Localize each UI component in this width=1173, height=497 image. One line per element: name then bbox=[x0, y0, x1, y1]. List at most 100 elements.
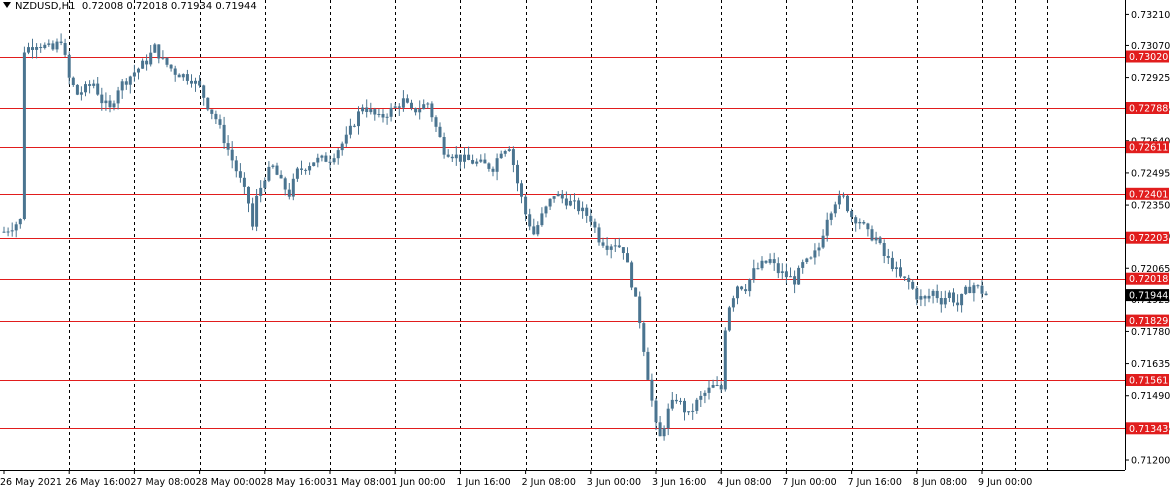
candle-body bbox=[679, 400, 682, 402]
candle-body bbox=[654, 400, 658, 423]
candle-body bbox=[801, 262, 805, 268]
candle-body bbox=[10, 230, 14, 232]
candle-body bbox=[520, 183, 523, 197]
candle-body bbox=[666, 408, 670, 429]
candle-body bbox=[63, 43, 67, 55]
level-price-label: 0.71829 bbox=[1129, 316, 1168, 327]
ohlc-values: 0.72008 0.72018 0.71934 0.71944 bbox=[81, 1, 257, 12]
candle-body bbox=[108, 100, 112, 108]
level-price-label-bg bbox=[1126, 102, 1169, 114]
candle-body bbox=[124, 81, 128, 85]
y-tick-label: 0.72350 bbox=[1131, 201, 1170, 212]
candle-body bbox=[764, 260, 768, 263]
x-tick-label: 2 Jun 08:00 bbox=[522, 477, 576, 488]
candle-body bbox=[14, 224, 18, 231]
candle-body bbox=[304, 169, 308, 171]
candle-body bbox=[100, 94, 104, 104]
candle-body bbox=[837, 195, 841, 205]
candle-body bbox=[894, 267, 898, 269]
candle-body bbox=[870, 229, 874, 241]
candle-body bbox=[234, 160, 238, 172]
candle-body bbox=[177, 74, 181, 78]
candle-body bbox=[585, 207, 589, 216]
candle-body bbox=[295, 168, 299, 179]
level-price-label: 0.72018 bbox=[1129, 274, 1168, 285]
x-tick-label: 27 May 08:00 bbox=[130, 477, 195, 488]
candle-body bbox=[55, 41, 59, 50]
candle-body bbox=[18, 219, 22, 225]
candle-body bbox=[748, 279, 752, 292]
candle-body bbox=[899, 267, 902, 277]
candle-body bbox=[397, 106, 401, 108]
candle-body bbox=[51, 43, 55, 50]
candle-body bbox=[499, 153, 503, 159]
candle-body bbox=[581, 207, 585, 212]
level-price-label-bg bbox=[1126, 187, 1169, 200]
candle-body bbox=[361, 107, 365, 112]
candle-body bbox=[328, 161, 332, 163]
x-tick-label: 7 Jun 16:00 bbox=[848, 477, 902, 488]
dropdown-triangle-icon[interactable] bbox=[3, 2, 11, 8]
candle-body bbox=[463, 154, 466, 162]
candle-body bbox=[931, 290, 935, 296]
candle-body bbox=[695, 399, 699, 411]
candle-body bbox=[740, 286, 744, 290]
candle-body bbox=[577, 200, 581, 212]
candle-body bbox=[194, 80, 197, 84]
candle-body bbox=[825, 219, 829, 236]
candle-body bbox=[854, 217, 858, 224]
candle-body bbox=[255, 195, 259, 227]
candle-body bbox=[507, 149, 511, 151]
candle-body bbox=[650, 379, 654, 401]
candle-body bbox=[218, 119, 222, 125]
candle-body bbox=[821, 235, 825, 248]
candle-body bbox=[858, 222, 862, 224]
candle-body bbox=[503, 151, 507, 154]
candle-body bbox=[381, 114, 385, 118]
candle-body bbox=[564, 198, 568, 206]
candle-body bbox=[976, 285, 980, 287]
y-tick-label: 0.71635 bbox=[1131, 359, 1170, 370]
candle-body bbox=[548, 198, 552, 207]
candle-body bbox=[752, 268, 756, 280]
candle-body bbox=[540, 213, 544, 226]
candle-body bbox=[190, 80, 193, 84]
level-price-label-bg bbox=[1126, 422, 1169, 435]
candle-body bbox=[267, 166, 271, 181]
y-tick-label: 0.72495 bbox=[1131, 168, 1170, 179]
candle-body bbox=[919, 296, 923, 300]
candle-body bbox=[809, 257, 813, 259]
candle-body bbox=[736, 286, 739, 299]
level-price-label: 0.72788 bbox=[1129, 104, 1168, 115]
candle-body bbox=[846, 195, 849, 212]
candle-body bbox=[589, 215, 593, 222]
candle-body bbox=[96, 83, 100, 95]
candle-body bbox=[968, 286, 972, 293]
candle-body bbox=[544, 206, 548, 214]
level-price-label-bg bbox=[1126, 50, 1169, 63]
candle-body bbox=[128, 76, 132, 85]
candle-body bbox=[907, 277, 911, 282]
candle-body bbox=[760, 260, 764, 269]
candle-body bbox=[169, 64, 173, 69]
y-tick-label: 0.72925 bbox=[1131, 73, 1170, 84]
candle-body bbox=[511, 149, 515, 165]
candle-body bbox=[291, 178, 295, 197]
candle-body bbox=[601, 242, 605, 246]
candle-body bbox=[263, 180, 267, 188]
level-price-label-bg bbox=[1126, 272, 1169, 285]
candle-body bbox=[442, 137, 446, 155]
candle-body bbox=[719, 385, 723, 390]
candle-body bbox=[173, 68, 177, 75]
candle-body bbox=[283, 178, 287, 190]
candle-body bbox=[454, 154, 458, 159]
candle-body bbox=[516, 164, 519, 184]
x-tick-label: 26 May 16:00 bbox=[65, 477, 130, 488]
level-price-label: 0.72401 bbox=[1129, 189, 1168, 200]
candle-body bbox=[691, 410, 695, 412]
candle-body bbox=[524, 196, 528, 215]
candle-body bbox=[984, 293, 988, 296]
level-price-label: 0.71343 bbox=[1129, 424, 1168, 435]
